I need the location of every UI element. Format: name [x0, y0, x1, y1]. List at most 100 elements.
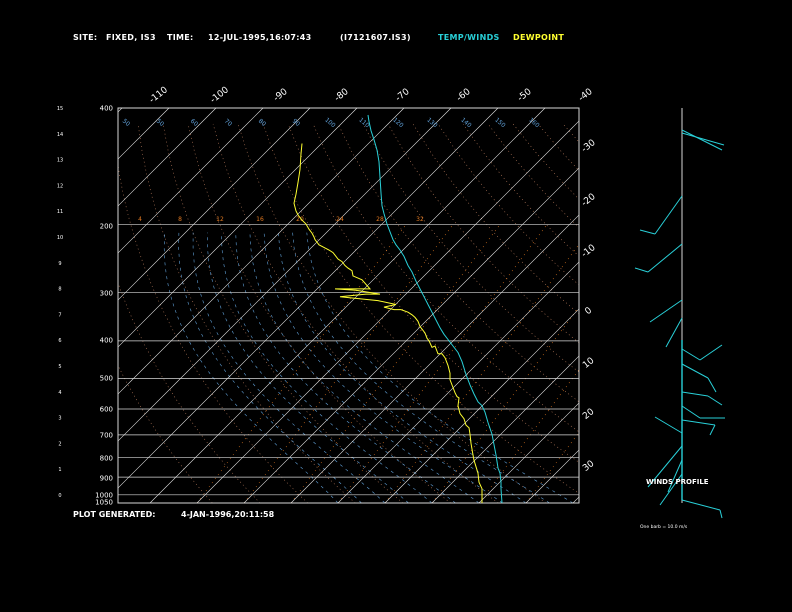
wind-barb-shaft — [654, 416, 683, 434]
wind-barb-flag — [709, 424, 716, 436]
wind-barb-flag — [639, 229, 656, 235]
mixing-ratio-line — [337, 224, 548, 503]
km-label: 0 — [58, 493, 61, 499]
moist-adiabat — [192, 232, 386, 503]
theta-label: 120 — [391, 116, 404, 129]
isotherm — [149, 108, 546, 503]
dry-adiabat — [638, 124, 792, 503]
moist-adiabat — [278, 232, 527, 503]
km-label: 14 — [57, 132, 63, 138]
sounding-series — [293, 114, 503, 503]
mixing-ratio-line — [196, 224, 407, 503]
wind-barb-shaft — [681, 391, 709, 397]
pressure-label: 1000 — [95, 492, 113, 500]
dry-adiabat — [437, 123, 579, 286]
moist-adiabat — [235, 232, 456, 503]
theta-labels: 50 50 60 70 80 90 100 110 120 130 140 150 160 — [121, 116, 541, 129]
moist-adiabat — [207, 232, 409, 503]
isotherm — [431, 355, 579, 503]
pressure-label: 700 — [100, 432, 113, 440]
wind-barb-flag — [699, 344, 723, 361]
isotherm — [118, 108, 264, 254]
temp-label-top: -90 — [272, 87, 290, 104]
temp-label-right: 30 — [581, 459, 596, 474]
dry-adiabat — [212, 123, 499, 503]
km-label: 13 — [57, 158, 63, 164]
isotherm — [196, 120, 579, 503]
wind-barb-flag — [634, 267, 649, 273]
plot-frame — [117, 107, 580, 504]
dry-adiabat — [588, 124, 792, 503]
km-label: 5 — [58, 364, 61, 370]
wind-barb-shaft — [667, 459, 683, 493]
wind-barb-shaft — [681, 419, 716, 426]
theta-label: 70 — [223, 118, 233, 128]
plot-generated-label: PLOT GENERATED: — [73, 510, 156, 519]
pressure-label: 200 — [100, 223, 113, 231]
pressure-label: 400 — [100, 337, 113, 345]
theta-label: 140 — [459, 116, 472, 129]
pressure-label: 1050 — [95, 499, 113, 507]
isotherm — [118, 108, 452, 442]
pressure-label: 400 — [100, 105, 113, 113]
wind-barb-shaft — [647, 243, 683, 273]
temp-winds-legend: TEMP/WINDS — [438, 33, 500, 42]
winds-scale-note: One barb = 10.0 m/s — [640, 524, 688, 530]
wind-barb-shaft — [659, 473, 683, 506]
km-label: 2 — [58, 441, 61, 447]
dry-adiabat — [537, 123, 579, 172]
temp-label-right: -20 — [580, 192, 598, 209]
dry-adiabat — [118, 163, 308, 503]
km-label: 8 — [58, 287, 61, 293]
km-label: 11 — [57, 209, 63, 215]
pressure-label: 600 — [100, 406, 113, 414]
isotherm — [118, 108, 217, 207]
wind-barb-shaft — [681, 132, 725, 146]
pressure-label: 900 — [100, 475, 113, 483]
wind-barb-shaft — [681, 405, 701, 419]
wind-barb-shaft — [681, 499, 721, 511]
temp-label-right: 10 — [581, 356, 596, 371]
file-id: (I7121607.IS3) — [340, 33, 411, 42]
dry-adiabat — [137, 123, 356, 503]
temp-label-top: -110 — [148, 85, 170, 106]
mixing-ratio-label: 4 — [138, 216, 142, 223]
isotherm — [290, 214, 579, 503]
wind-barb-shaft — [665, 317, 683, 348]
theta-label: 50 — [121, 118, 131, 128]
isotherm — [118, 108, 405, 395]
isotherm — [478, 402, 579, 503]
mixing-ratio-lines — [196, 224, 579, 503]
wind-barb-shaft — [647, 445, 683, 488]
moist-adiabat — [221, 232, 433, 503]
plot-generated-value: 4-JAN-1996,20:11:58 — [181, 510, 275, 519]
pressure-label: 500 — [100, 375, 113, 383]
moist-adiabat — [292, 232, 550, 503]
theta-label: 50 — [155, 118, 165, 128]
km-label: 1 — [58, 467, 61, 473]
dry-adiabat — [262, 123, 579, 494]
moist-adiabat — [263, 232, 503, 503]
mixing-ratio-line — [243, 224, 454, 503]
wind-barb-shaft — [681, 363, 709, 379]
temp-label-top: -80 — [333, 87, 351, 104]
wind-barb-flag — [719, 509, 723, 519]
theta-label: 90 — [291, 118, 301, 128]
mixing-ratio-line — [384, 243, 579, 503]
theta-label: 60 — [189, 118, 199, 128]
pressure-label: 800 — [100, 455, 113, 463]
wind-barb-flag — [707, 395, 723, 406]
site-value: FIXED, IS3 — [106, 33, 156, 42]
isotherms — [0, 108, 579, 503]
isotherm — [118, 108, 311, 301]
isotherm — [0, 108, 28, 503]
isotherm — [384, 308, 579, 503]
isotherm — [243, 167, 579, 503]
km-label: 3 — [58, 416, 61, 422]
km-label: 9 — [58, 261, 61, 267]
moist-adiabat — [163, 232, 339, 503]
temp-label-right: -10 — [580, 243, 598, 260]
dry-adiabat — [162, 123, 404, 503]
